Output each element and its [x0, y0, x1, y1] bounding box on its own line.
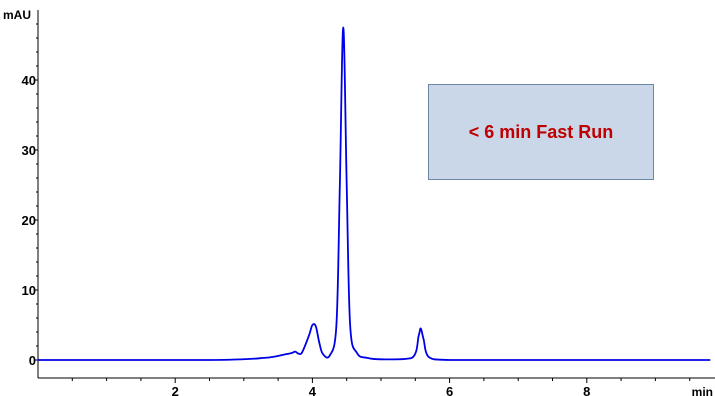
series-layer: [38, 26, 711, 361]
x-tick-label: 6: [446, 384, 453, 396]
y-ticks: 0 10 20 30 40: [22, 73, 38, 368]
x-ticks: 2 4 6 8: [172, 378, 590, 396]
x-tick-label: 4: [309, 384, 317, 396]
y-tick-label: 0: [29, 353, 36, 368]
annotation-text: < 6 min Fast Run: [468, 121, 614, 142]
y-minor-ticks: [36, 23, 38, 347]
y-tick-label: 20: [22, 213, 36, 228]
series-line-0: [38, 26, 711, 361]
axes: [37, 10, 715, 379]
x-tick-label: 2: [172, 384, 179, 396]
annotation-box: < 6 min Fast Run: [428, 84, 654, 180]
y-tick-label: 30: [22, 143, 36, 158]
x-axis-label: min: [692, 385, 713, 396]
x-tick-label: 8: [583, 384, 590, 396]
y-tick-label: 10: [22, 283, 36, 298]
x-minor-ticks: [71, 378, 691, 381]
y-axis-label: mAU: [3, 8, 31, 22]
y-tick-label: 40: [22, 73, 36, 88]
